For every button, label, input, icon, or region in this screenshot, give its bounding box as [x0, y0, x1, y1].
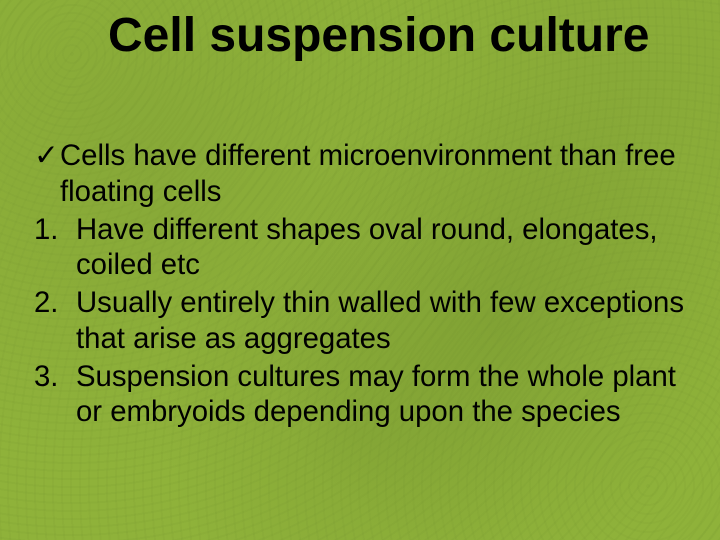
slide: Cell suspension culture ✓ Cells have dif… — [0, 0, 720, 540]
list-text: Suspension cultures may form the whole p… — [76, 359, 686, 431]
list-number: 1. — [34, 212, 76, 248]
slide-body: ✓ Cells have different microenvironment … — [34, 138, 686, 432]
list-item: 2. Usually entirely thin walled with few… — [34, 285, 686, 357]
slide-title: Cell suspension culture — [108, 10, 660, 62]
bullet-item: ✓ Cells have different microenvironment … — [34, 138, 686, 210]
list-item: 3. Suspension cultures may form the whol… — [34, 359, 686, 431]
list-text: Usually entirely thin walled with few ex… — [76, 285, 686, 357]
list-number: 2. — [34, 285, 76, 321]
check-icon: ✓ — [34, 138, 60, 174]
list-text: Have different shapes oval round, elonga… — [76, 212, 686, 284]
list-item: 1. Have different shapes oval round, elo… — [34, 212, 686, 284]
bullet-text: Cells have different microenvironment th… — [60, 138, 686, 210]
list-number: 3. — [34, 359, 76, 395]
